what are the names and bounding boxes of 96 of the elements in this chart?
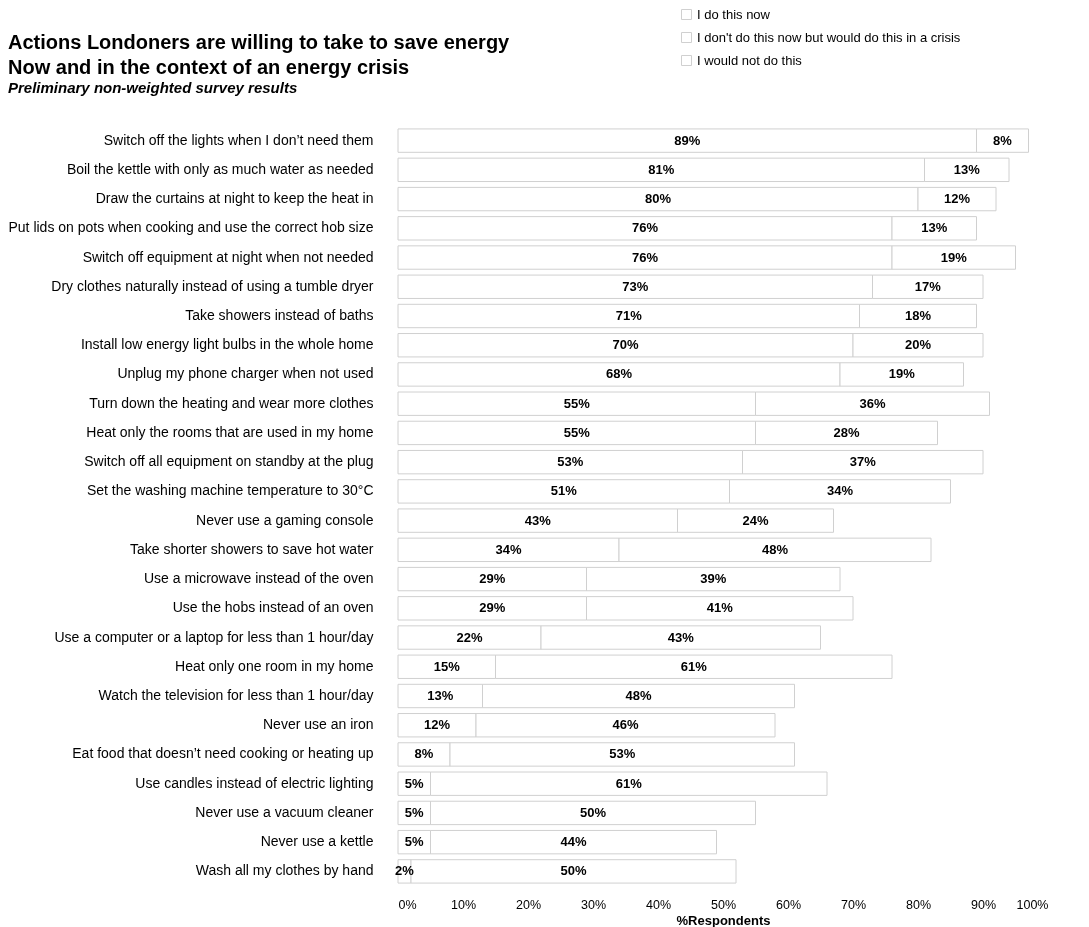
data-label: 12% (423, 717, 451, 733)
data-label: 8% (414, 746, 434, 762)
data-label: 5% (404, 834, 425, 850)
text: Preliminary non-weighted survey results (8, 79, 298, 96)
y-tick-label: Set the washing machine temperature to 30°C (86, 482, 374, 499)
y-tick-label: Use a computer or a laptop for less than 1 hour/day (54, 628, 374, 645)
data-label: 13% (427, 688, 454, 703)
data-label: 13% (921, 220, 948, 236)
data-label: 20% (904, 337, 932, 353)
data-label: 55% (563, 424, 591, 440)
data-label: 80% (644, 191, 672, 207)
data-label: 12% (943, 191, 971, 207)
y-tick-label: Use the hobs instead of an oven (172, 599, 374, 616)
data-label: 19% (940, 249, 968, 265)
data-label: 73% (622, 278, 649, 294)
data-label: 61% (615, 775, 643, 791)
data-label: 89% (674, 132, 701, 148)
data-label: 68% (605, 366, 633, 382)
data-label: 29% (479, 571, 506, 587)
y-tick-label: Never use a kettle (260, 833, 374, 850)
y-tick-label: Never use a vacuum cleaner (195, 803, 374, 820)
x-tick-label: 70% (840, 897, 867, 912)
y-tick-label: Switch off all equipment on standby at the plug (84, 453, 374, 470)
y-tick-label: Switch off equipment at night when not needed (82, 248, 374, 265)
x-axis-title: %Respondents (676, 913, 771, 927)
data-label: 43% (524, 512, 552, 528)
data-label: 18% (904, 308, 932, 323)
data-label: 76% (631, 249, 659, 265)
data-label: 51% (550, 483, 578, 499)
y-tick-label: Unplug my phone charger when not used (117, 365, 374, 382)
x-tick-label: 0% (398, 897, 417, 912)
y-tick-label: Never use an iron (262, 716, 374, 733)
data-label: 28% (833, 424, 860, 440)
y-tick-label: Draw the curtains at night to keep the heat in (95, 190, 374, 207)
y-tick-label: Heat only one room in my home (175, 657, 374, 674)
data-label: 48% (625, 688, 652, 703)
x-tick-label: 60% (775, 897, 802, 912)
data-label: 5% (404, 775, 425, 791)
data-label: 39% (700, 571, 727, 587)
data-label: 37% (849, 454, 877, 470)
data-label: 70% (612, 337, 639, 353)
x-tick-label: 80% (905, 897, 932, 912)
data-label: 55% (563, 395, 591, 411)
text: Now and in the context of an energy crisis (8, 56, 410, 78)
legend-label: I do this now (697, 6, 771, 22)
y-tick-label: Use candles instead of electric lighting (135, 774, 374, 791)
y-tick-label: Never use a gaming console (196, 511, 374, 528)
y-tick-label: Watch the television for less than 1 hour/day (98, 687, 374, 703)
data-label: 15% (433, 658, 461, 674)
y-tick-label: Put lids on pots when cooking and use the correct hob size (8, 219, 374, 236)
x-tick-label: 10% (450, 897, 477, 912)
y-tick-label: Turn down the heating and wear more clothes (89, 394, 374, 411)
x-tick-label: 20% (515, 897, 542, 912)
data-label: 43% (667, 629, 695, 645)
data-label: 53% (609, 746, 636, 762)
data-label: 17% (914, 278, 942, 294)
data-label: 2% (395, 863, 415, 879)
data-label: 22% (456, 629, 483, 645)
data-label: 46% (612, 717, 639, 733)
data-label: 34% (826, 483, 854, 499)
data-label: 41% (706, 600, 734, 616)
data-label: 19% (888, 366, 916, 382)
data-label: 50% (579, 804, 607, 820)
chart-title: Actions Londoners are willing to take to save energy (8, 31, 511, 53)
x-tick-label: 40% (645, 897, 672, 912)
y-tick-label: Switch off the lights when I don’t need them (103, 131, 374, 148)
y-tick-label: Wash all my clothes by hand (195, 862, 374, 879)
legend-label: I don't do this now but would do this in a crisis (697, 29, 961, 45)
y-tick-label: Use a microwave instead of the oven (143, 570, 374, 587)
data-label: 50% (560, 863, 587, 879)
y-tick-label: Dry clothes naturally instead of using a tumble dryer (51, 277, 374, 294)
x-tick-label: 90% (970, 897, 997, 912)
x-tick-label: 30% (580, 897, 607, 912)
y-tick-label: Eat food that doesn’t need cooking or heating up (72, 745, 374, 762)
data-label: 81% (648, 161, 675, 177)
data-label: 13% (953, 161, 981, 177)
data-label: 61% (680, 658, 708, 674)
data-label: 76% (631, 220, 659, 236)
y-tick-label: Install low energy light bulbs in the whole home (80, 336, 374, 353)
x-tick-label: 100% (1016, 897, 1049, 912)
data-label: 5% (404, 804, 425, 820)
data-label: 71% (615, 308, 643, 323)
data-label: 34% (495, 541, 522, 557)
data-label: 24% (742, 512, 769, 528)
y-tick-label: Heat only the rooms that are used in my home (86, 423, 374, 440)
y-tick-label: Take shorter showers to save hot water (129, 540, 374, 557)
data-label: 29% (479, 600, 506, 616)
data-label: 44% (560, 834, 587, 850)
data-label: 53% (557, 454, 584, 470)
x-tick-label: 50% (710, 897, 737, 912)
data-label: 48% (761, 541, 789, 557)
data-label: 8% (993, 132, 1013, 148)
legend-label: I would not do this (697, 52, 803, 68)
data-label: 36% (859, 395, 886, 411)
y-tick-label: Boil the kettle with only as much water as needed (66, 160, 374, 177)
y-tick-label: Take showers instead of baths (185, 307, 374, 323)
